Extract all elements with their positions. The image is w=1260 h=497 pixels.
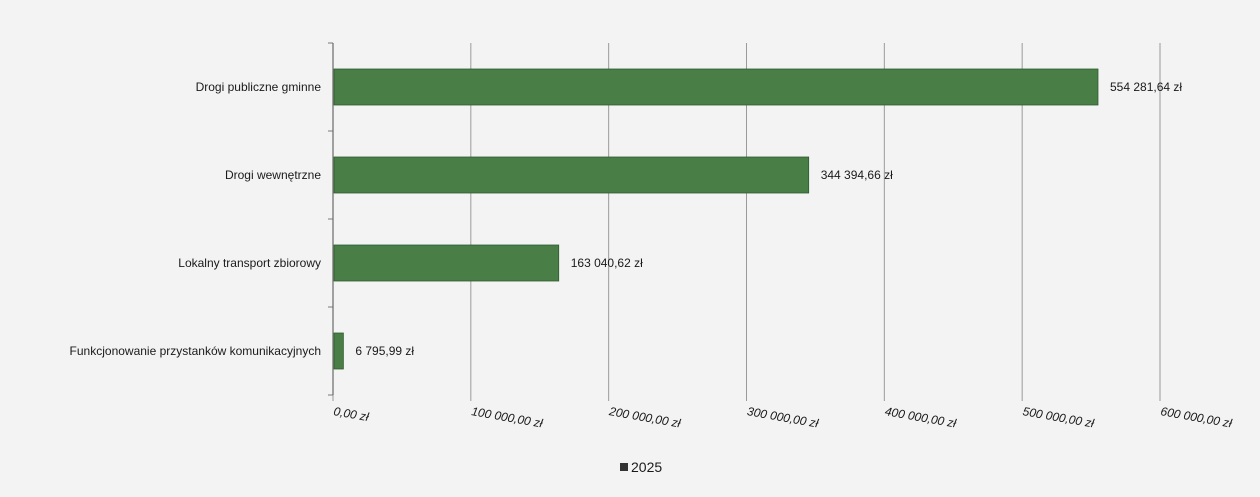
x-tick-label: 200 000,00 zł (607, 404, 682, 431)
bar (333, 244, 560, 282)
data-label: 554 281,64 zł (1110, 80, 1182, 94)
x-tick-label: 400 000,00 zł (884, 404, 958, 430)
bar (333, 68, 1099, 106)
bar (333, 332, 344, 370)
x-tick-label: 500 000,00 zł (1022, 404, 1096, 430)
data-label: 6 795,99 zł (355, 344, 414, 358)
bar (333, 156, 810, 194)
x-tick-label: 100 000,00 zł (470, 404, 544, 430)
category-label: Lokalny transport zbiorowy (178, 256, 321, 270)
category-label: Drogi wewnętrzne (225, 168, 321, 182)
x-tick-label: 600 000,00 zł (1159, 404, 1233, 430)
category-label: Funkcjonowanie przystanków komunikacyjny… (70, 344, 321, 358)
legend-label: 2025 (631, 459, 662, 475)
data-label: 344 394,66 zł (821, 168, 893, 182)
x-tick-label: 0,00 zł (332, 404, 370, 424)
data-label: 163 040,62 zł (571, 256, 643, 270)
x-tick-label: 300 000,00 zł (746, 404, 820, 430)
legend-swatch (620, 463, 628, 471)
category-label: Drogi publiczne gminne (196, 80, 322, 94)
